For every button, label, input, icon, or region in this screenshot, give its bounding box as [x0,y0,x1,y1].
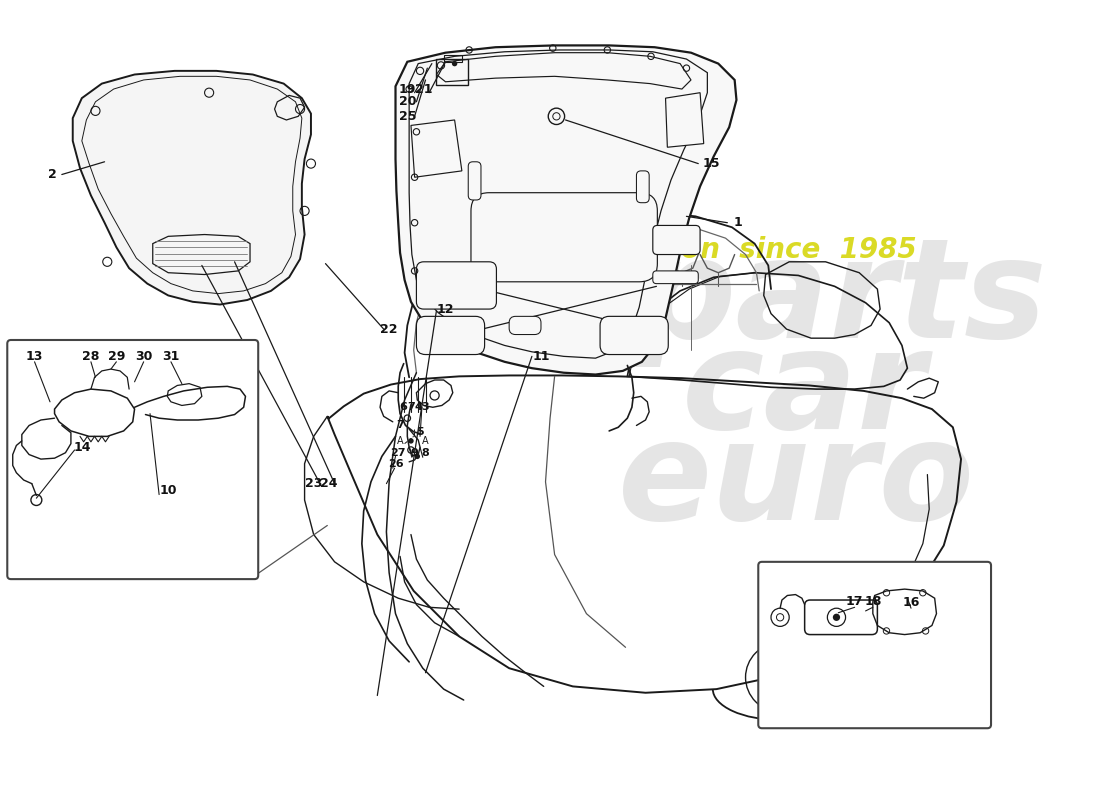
Text: 13: 13 [26,350,43,363]
Text: 28: 28 [82,350,100,363]
Text: 23: 23 [305,477,322,490]
FancyBboxPatch shape [637,171,649,202]
FancyBboxPatch shape [469,162,481,200]
Text: 26: 26 [388,458,404,469]
Text: passion  since  1985: passion since 1985 [601,236,916,264]
Bar [437,59,469,85]
Text: 7: 7 [407,402,415,412]
Text: 14: 14 [73,441,90,454]
Bar [443,54,462,62]
FancyBboxPatch shape [652,271,698,284]
Text: 30: 30 [135,350,152,363]
Text: 1: 1 [734,216,742,230]
Text: 2: 2 [48,168,57,181]
FancyBboxPatch shape [417,262,496,309]
Text: 22: 22 [381,322,398,335]
Text: 11: 11 [532,350,550,363]
Polygon shape [411,120,462,178]
FancyBboxPatch shape [417,316,485,354]
Text: 16: 16 [902,596,920,610]
Text: 29: 29 [108,350,125,363]
Polygon shape [73,71,311,305]
Text: 5: 5 [416,427,424,437]
Text: 19: 19 [398,82,416,95]
Polygon shape [666,93,704,147]
Text: 12: 12 [437,302,454,315]
Text: 8: 8 [421,448,429,458]
Text: euro: euro [618,414,976,550]
Text: 9: 9 [410,448,418,458]
Circle shape [833,614,840,621]
Text: 18: 18 [865,595,881,608]
Text: 3: 3 [421,402,429,412]
Text: 24: 24 [320,477,338,490]
Text: 27: 27 [390,448,406,458]
Text: 10: 10 [160,485,177,498]
FancyBboxPatch shape [758,562,991,728]
FancyBboxPatch shape [8,340,258,579]
Text: A: A [422,436,429,446]
Text: 17: 17 [846,595,864,608]
Circle shape [408,438,414,444]
Text: 7: 7 [396,421,404,430]
Text: 6: 6 [399,402,408,412]
Text: 4: 4 [415,402,422,412]
Text: 21: 21 [415,82,432,95]
Text: 20: 20 [398,95,416,108]
FancyBboxPatch shape [509,316,541,334]
FancyBboxPatch shape [601,316,669,354]
Circle shape [415,454,420,459]
FancyBboxPatch shape [471,193,658,282]
Text: 31: 31 [162,350,179,363]
Text: car: car [682,323,926,458]
Text: 25: 25 [398,110,416,123]
Text: 15: 15 [702,157,719,170]
Text: A: A [397,436,404,446]
Circle shape [452,61,458,66]
FancyBboxPatch shape [652,226,700,254]
Polygon shape [153,234,250,274]
Text: parts: parts [637,233,1047,367]
Polygon shape [396,46,737,374]
